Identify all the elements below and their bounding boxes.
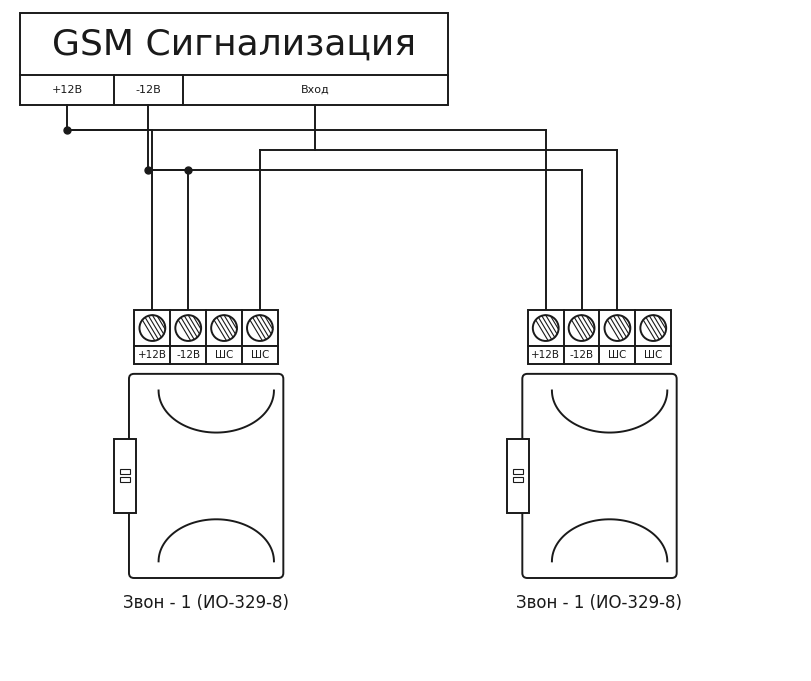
- Bar: [528, 310, 672, 346]
- Text: Вход: Вход: [301, 85, 330, 95]
- Text: ШС: ШС: [251, 350, 269, 360]
- Circle shape: [533, 315, 559, 341]
- Bar: [135, 346, 278, 364]
- Bar: [513, 477, 523, 482]
- Circle shape: [139, 315, 165, 341]
- Circle shape: [211, 315, 237, 341]
- Bar: [20, 14, 448, 105]
- FancyBboxPatch shape: [522, 374, 676, 578]
- Text: -12В: -12В: [569, 350, 594, 360]
- Text: +12В: +12В: [138, 350, 167, 360]
- Bar: [528, 346, 672, 364]
- Circle shape: [175, 315, 201, 341]
- Text: -12В: -12В: [176, 350, 200, 360]
- Text: ШС: ШС: [608, 350, 627, 360]
- Bar: [508, 439, 530, 513]
- Text: GSM Сигнализация: GSM Сигнализация: [52, 27, 416, 61]
- Bar: [120, 477, 130, 482]
- Circle shape: [569, 315, 594, 341]
- Polygon shape: [159, 390, 274, 432]
- Circle shape: [604, 315, 630, 341]
- Polygon shape: [552, 520, 667, 561]
- Text: +12В: +12В: [51, 85, 83, 95]
- Bar: [513, 469, 523, 475]
- Text: Звон - 1 (ИО-329-8): Звон - 1 (ИО-329-8): [517, 594, 683, 612]
- Text: Звон - 1 (ИО-329-8): Звон - 1 (ИО-329-8): [123, 594, 290, 612]
- Text: ШС: ШС: [215, 350, 234, 360]
- Polygon shape: [159, 520, 274, 561]
- Text: ШС: ШС: [644, 350, 663, 360]
- Circle shape: [641, 315, 666, 341]
- FancyBboxPatch shape: [129, 374, 283, 578]
- Text: +12В: +12В: [531, 350, 560, 360]
- Bar: [120, 469, 130, 475]
- Circle shape: [247, 315, 272, 341]
- Bar: [135, 310, 278, 346]
- Bar: [114, 439, 136, 513]
- Polygon shape: [552, 390, 667, 432]
- Text: -12В: -12В: [135, 85, 161, 95]
